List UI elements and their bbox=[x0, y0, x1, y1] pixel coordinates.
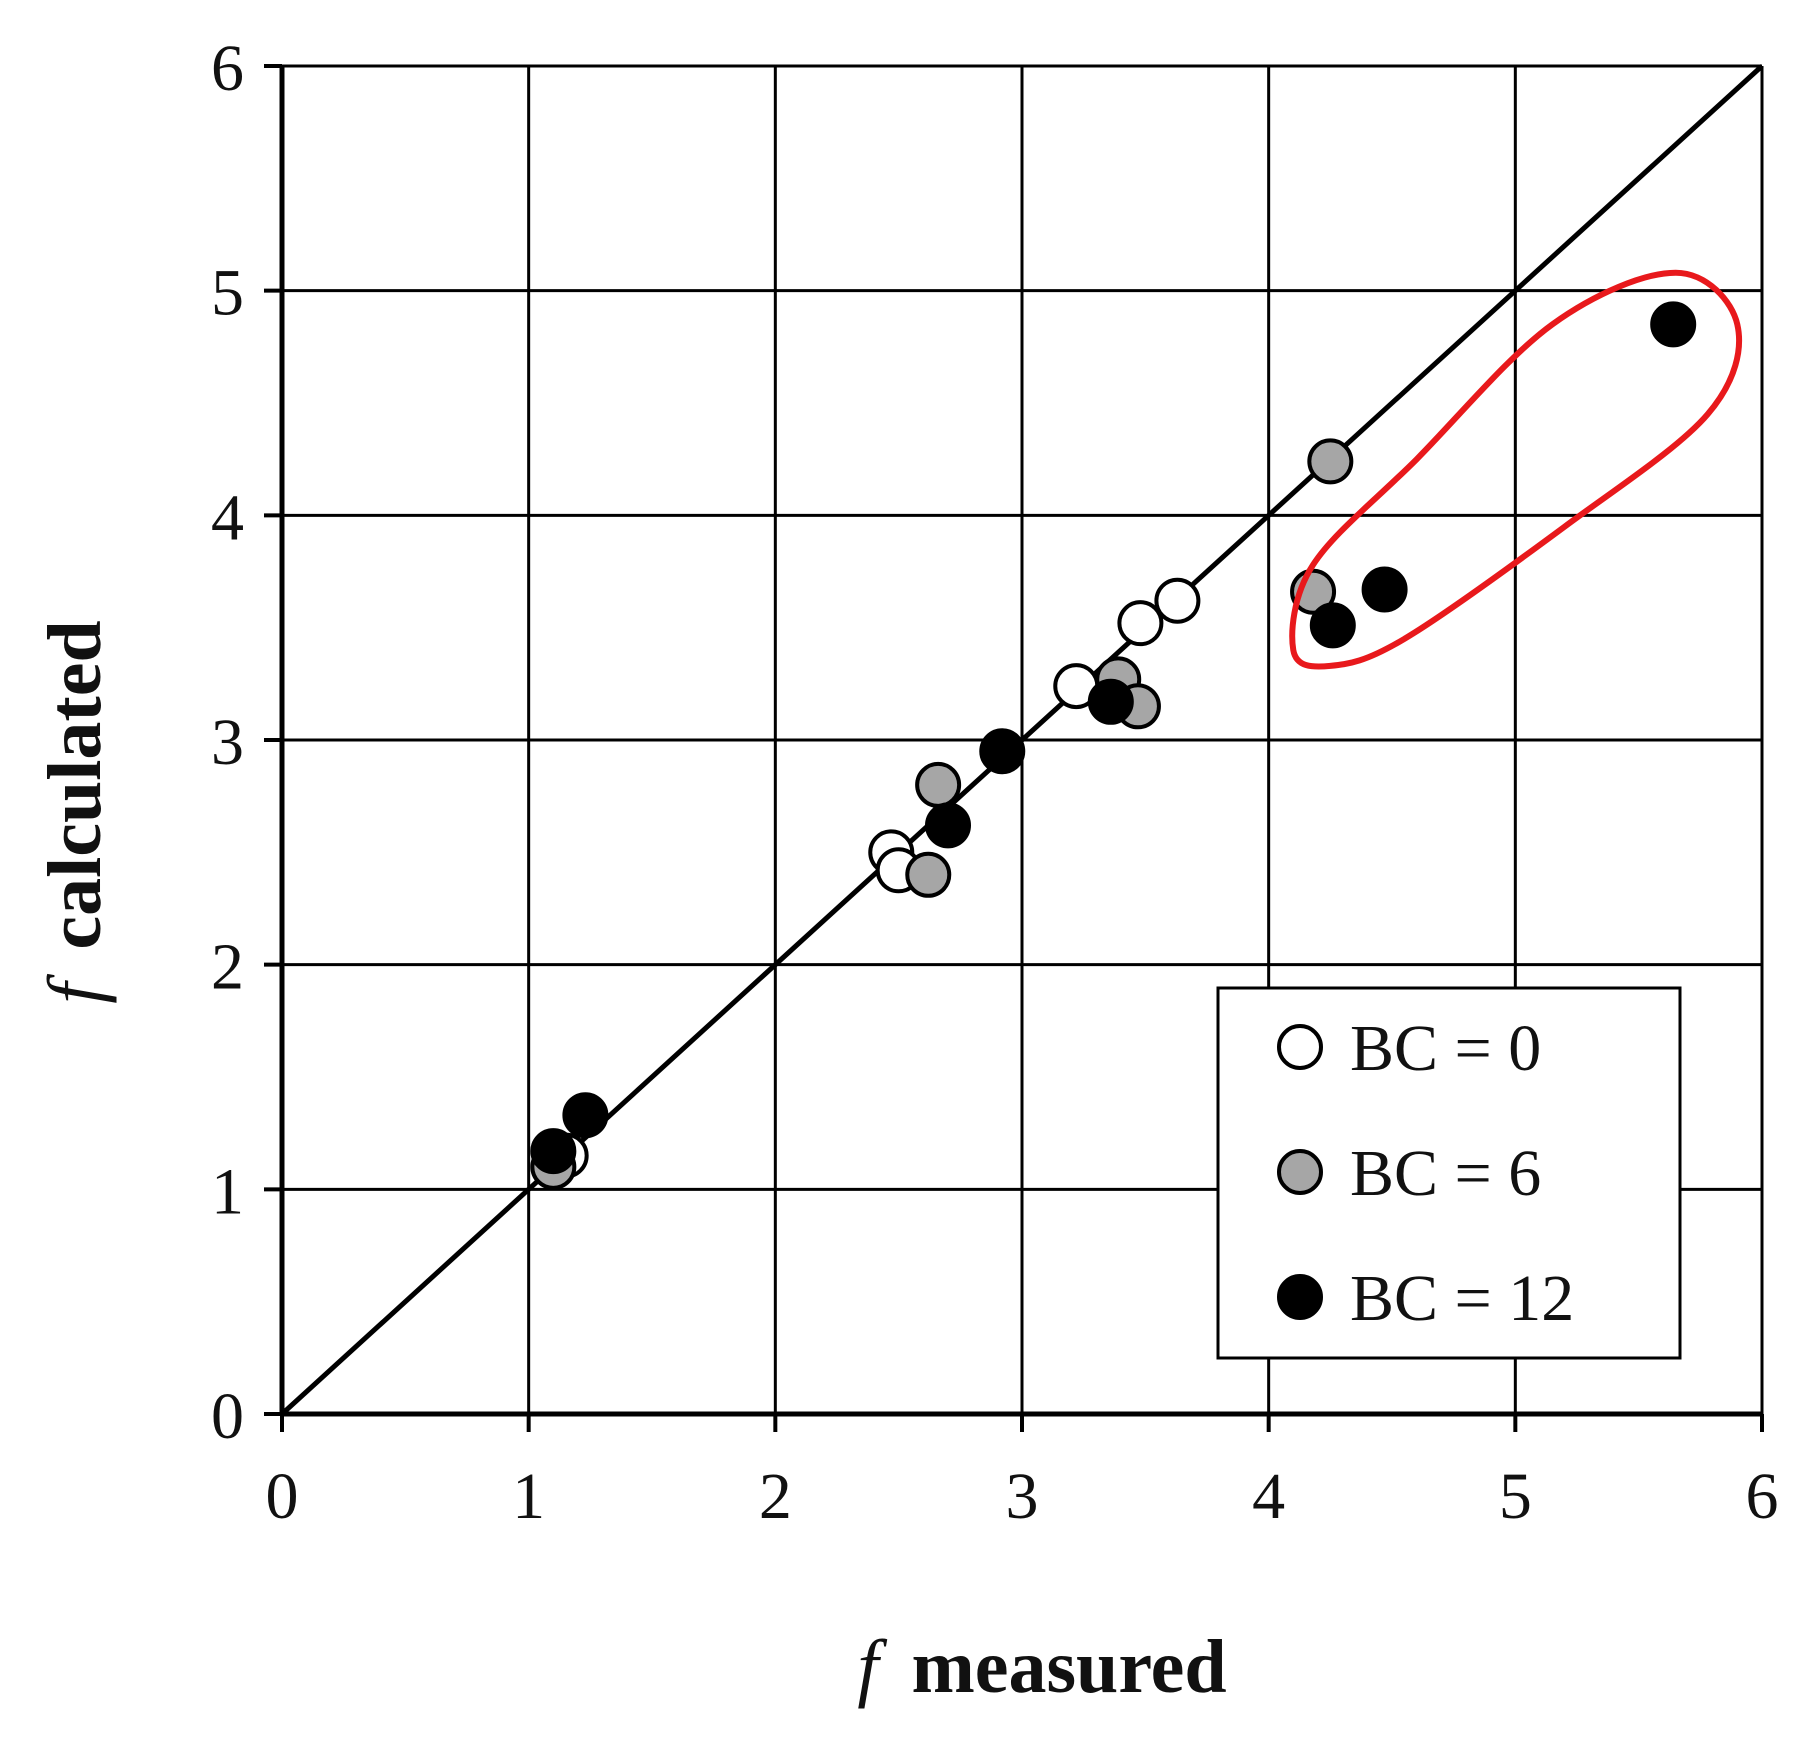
legend-marker-bc12 bbox=[1277, 1274, 1323, 1320]
y-tick-label: 2 bbox=[211, 931, 244, 1004]
x-tick-label: 0 bbox=[266, 1460, 299, 1533]
data-point bbox=[1361, 566, 1408, 613]
data-point bbox=[905, 851, 952, 898]
highlight-outline bbox=[1289, 269, 1743, 670]
data-point bbox=[1307, 438, 1354, 485]
data-point bbox=[1309, 602, 1356, 649]
y-tick-label: 6 bbox=[211, 32, 244, 105]
y-axis-title: f calculated bbox=[33, 620, 117, 1003]
y-tick-label: 3 bbox=[211, 706, 244, 779]
data-points bbox=[530, 301, 1697, 1190]
highlight-region bbox=[1289, 269, 1743, 670]
y-tick-label: 4 bbox=[211, 481, 244, 554]
data-point bbox=[1087, 678, 1134, 725]
legend-label-bc12: BC = 12 bbox=[1350, 1262, 1574, 1335]
x-axis-title: f measured bbox=[857, 1625, 1226, 1709]
x-axis-title-text: measured bbox=[911, 1625, 1226, 1709]
x-tick-label: 3 bbox=[1006, 1460, 1039, 1533]
data-point bbox=[1154, 577, 1201, 624]
x-tick-label: 5 bbox=[1499, 1460, 1532, 1533]
y-tick-label: 5 bbox=[211, 257, 244, 330]
x-tick-label: 1 bbox=[512, 1460, 545, 1533]
legend-marker-bc0 bbox=[1277, 1024, 1323, 1070]
x-tick-label: 2 bbox=[759, 1460, 792, 1533]
x-axis-title-variable: f bbox=[857, 1625, 887, 1709]
x-tick-label: 6 bbox=[1746, 1460, 1779, 1533]
legend-item-bc6: BC = 6 bbox=[1277, 1137, 1541, 1210]
data-point bbox=[530, 1128, 577, 1175]
y-axis-title-text: calculated bbox=[33, 620, 117, 949]
y-tick-label: 1 bbox=[211, 1155, 244, 1228]
y-tick-label: 0 bbox=[211, 1380, 244, 1453]
data-point bbox=[925, 802, 971, 849]
legend-label-bc6: BC = 6 bbox=[1350, 1137, 1541, 1210]
legend-item-bc0: BC = 0 bbox=[1277, 1012, 1541, 1085]
legend-label-bc0: BC = 0 bbox=[1350, 1012, 1541, 1085]
data-point bbox=[1650, 301, 1697, 348]
data-point bbox=[1117, 600, 1164, 647]
tick-labels: 0 1 2 3 4 5 6 0 1 2 3 4 5 6 bbox=[211, 32, 1779, 1533]
x-tick-label: 4 bbox=[1252, 1460, 1285, 1533]
series-bc-12 bbox=[530, 301, 1697, 1175]
data-point bbox=[562, 1092, 609, 1139]
y-axis-title-variable: f bbox=[33, 974, 117, 1004]
data-point bbox=[915, 761, 962, 808]
legend-marker-bc6 bbox=[1277, 1149, 1323, 1195]
axes bbox=[264, 64, 1764, 1432]
legend-item-bc12: BC = 12 bbox=[1277, 1262, 1574, 1335]
legend: BC = 0 BC = 6 BC = 12 bbox=[1216, 986, 1682, 1360]
data-point bbox=[979, 728, 1026, 775]
